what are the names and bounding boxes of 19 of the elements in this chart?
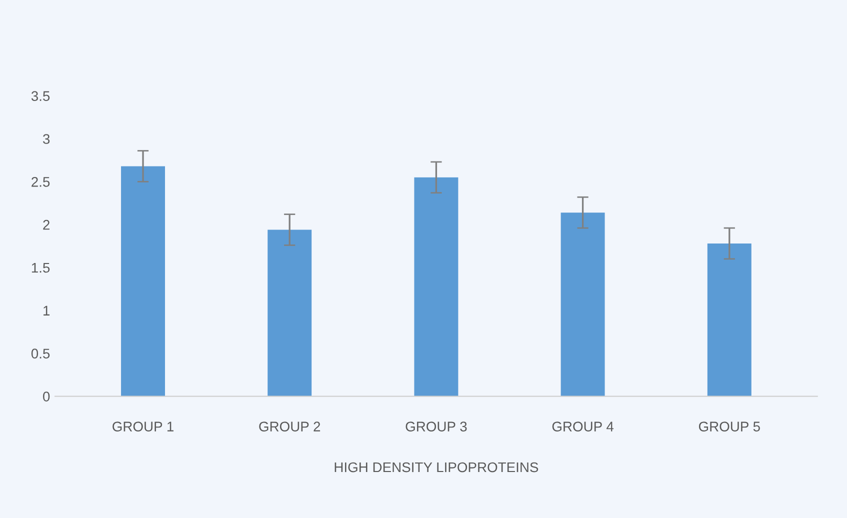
bar: [414, 177, 458, 396]
y-tick-label: 2: [43, 220, 50, 230]
x-tick-label: GROUP 3: [406, 422, 467, 432]
y-tick-label: 2.5: [32, 177, 50, 187]
y-tick-label: 0: [43, 392, 50, 402]
y-tick-label: 1.5: [32, 262, 50, 273]
x-tick-label: GROUP 4: [552, 422, 614, 432]
y-tick-label: 1: [44, 306, 50, 316]
x-axis-title: HIGH DENSITY LIPOPROTEINS: [334, 462, 538, 472]
bar: [560, 212, 605, 396]
bar: [707, 243, 752, 396]
bar: [121, 166, 165, 396]
x-tick-label: GROUP 2: [259, 422, 320, 432]
x-tick-label: GROUP 5: [698, 422, 760, 432]
y-tick-label: 0.5: [31, 348, 50, 359]
bar: [268, 230, 312, 396]
y-tick-label: 3: [43, 134, 50, 144]
y-tick-label: 3.5: [31, 91, 50, 101]
x-tick-label: GROUP 1: [112, 422, 174, 432]
